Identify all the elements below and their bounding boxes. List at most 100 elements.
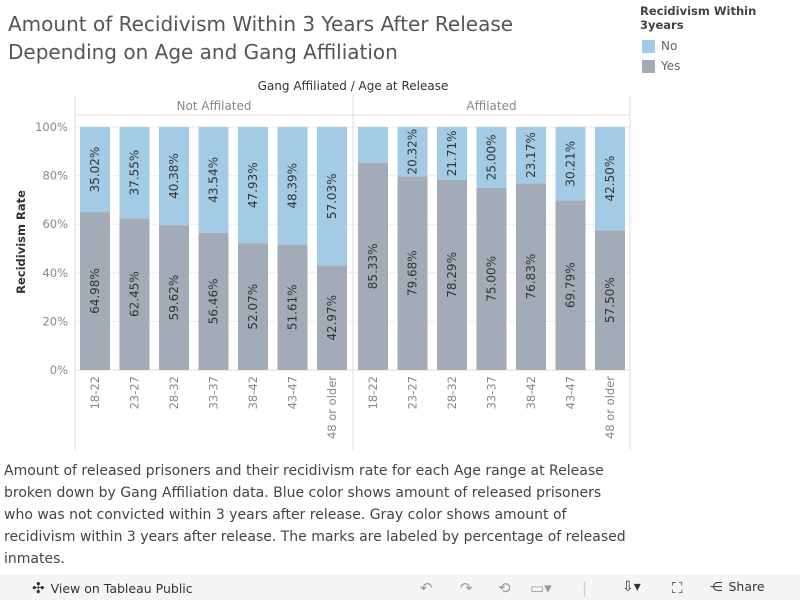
- data-label-yes: 59.62%: [167, 275, 181, 321]
- bar-no: [80, 127, 110, 213]
- bar-no: [595, 127, 625, 231]
- refresh-icon[interactable]: ▭▾: [530, 579, 552, 597]
- bar-no: [119, 127, 150, 219]
- bar-no: [397, 127, 428, 177]
- bar-yes: [238, 243, 268, 370]
- x-tick-label: 43-47: [286, 376, 300, 409]
- view-label: View on Tableau Public: [50, 580, 193, 596]
- data-label-no: 42.50%: [603, 156, 617, 202]
- share-button[interactable]: ⋲ Share: [710, 579, 765, 594]
- bar-yes: [595, 230, 625, 370]
- y-tick-label: 100%: [35, 120, 68, 134]
- y-tick-label: 60%: [42, 217, 68, 231]
- tableau-logo-icon: ✣: [32, 579, 45, 597]
- data-label-yes: 51.61%: [286, 284, 300, 330]
- bar-no: [159, 127, 189, 226]
- bar-no: [358, 127, 388, 163]
- chart-header: Gang Affiliated / Age at Release: [258, 79, 449, 93]
- bar-yes: [277, 244, 308, 370]
- x-tick-label: 28-32: [167, 376, 181, 409]
- bar-yes: [198, 232, 229, 370]
- bar-no: [317, 127, 347, 266]
- data-label-yes: 52.07%: [246, 284, 260, 330]
- bar-no: [437, 127, 467, 180]
- data-label-no: 57.03%: [325, 173, 339, 219]
- view-on-tableau-button[interactable]: ✣ View on Tableau Public: [32, 579, 193, 597]
- stacked-bar-chart: Gang Affiliated / Age at Release Recidiv…: [14, 79, 631, 450]
- redo-icon[interactable]: ↷: [460, 579, 473, 597]
- y-tick-label: 40%: [42, 266, 68, 280]
- data-label-no: 35.02%: [88, 147, 102, 193]
- chart-title: Amount of Recidivism Within 3 Years Afte…: [8, 12, 514, 64]
- undo-icon[interactable]: ↶: [420, 579, 433, 597]
- data-label-yes: 57.50%: [603, 277, 617, 323]
- legend-title: Recidivism Within 3years: [640, 4, 757, 32]
- data-label-yes: 64.98%: [88, 268, 102, 314]
- data-label-yes: 56.46%: [207, 279, 221, 325]
- y-tick-label: 0%: [50, 363, 68, 377]
- data-label-no: 37.55%: [128, 150, 142, 196]
- data-label-yes: 78.29%: [445, 252, 459, 298]
- panel-header: Not Affilated: [176, 99, 251, 113]
- data-label-yes: 75.00%: [485, 256, 499, 302]
- bar-yes: [317, 265, 347, 370]
- x-tick-label: 23-27: [128, 376, 142, 409]
- x-tick-label: 38-42: [524, 376, 538, 409]
- x-tick-label: 28-32: [445, 376, 459, 409]
- bar-yes: [119, 218, 150, 370]
- bar-yes: [437, 179, 467, 370]
- data-label-yes: 76.83%: [524, 254, 538, 300]
- data-label-no: 43.54%: [207, 157, 221, 203]
- bar-yes: [476, 187, 507, 370]
- bar-yes: [358, 162, 388, 370]
- bar-no: [516, 127, 546, 184]
- chart-caption: Amount of released prisoners and their r…: [4, 463, 626, 567]
- legend-label: No: [661, 39, 678, 53]
- download-icon[interactable]: ⇩▾: [622, 579, 641, 595]
- data-label-no: 21.71%: [445, 130, 459, 176]
- data-label-yes: 85.33%: [366, 243, 380, 289]
- bar-no: [238, 127, 268, 244]
- share-label: Share: [728, 579, 765, 594]
- toolbar: ✣ View on Tableau Public ↶ ↷ ⟲ ▭▾ | ⇩▾ ⛶…: [0, 574, 800, 600]
- data-label-no: 48.39%: [286, 163, 300, 209]
- revert-icon[interactable]: ⟲: [498, 579, 511, 597]
- legend-swatch-yes: [642, 59, 655, 73]
- data-label-yes: 62.45%: [128, 271, 142, 317]
- data-label-yes: 69.79%: [564, 262, 578, 308]
- y-tick-label: 20%: [42, 314, 68, 328]
- fullscreen-icon[interactable]: ⛶: [672, 579, 683, 597]
- x-tick-label: 43-47: [564, 376, 578, 409]
- x-tick-label: 33-37: [485, 376, 499, 409]
- data-label-yes: 42.97%: [325, 295, 339, 341]
- share-icon: ⋲: [710, 579, 723, 594]
- data-label-no: 20.32%: [406, 129, 420, 175]
- x-tick-label: 48 or older: [603, 376, 617, 439]
- data-label-no: 40.38%: [167, 153, 181, 199]
- bar-yes: [397, 176, 428, 370]
- bar-no: [198, 127, 229, 233]
- bar-no: [476, 127, 507, 188]
- bar-no: [277, 127, 308, 245]
- data-label-no: 23.17%: [524, 132, 538, 178]
- x-tick-label: 38-42: [246, 376, 260, 409]
- bar-no: [555, 127, 586, 201]
- y-tick-label: 80%: [42, 169, 68, 183]
- panel-header: Affilated: [466, 99, 516, 113]
- x-tick-label: 48 or older: [325, 376, 339, 439]
- data-label-no: 25.00%: [485, 134, 499, 180]
- data-label-no: 30.21%: [564, 141, 578, 187]
- legend: Recidivism Within 3years No Yes: [640, 4, 800, 76]
- toolbar-divider: |: [582, 579, 588, 597]
- y-axis-label: Recidivism Rate: [14, 190, 28, 294]
- legend-swatch-no: [642, 39, 655, 53]
- x-tick-label: 18-22: [88, 376, 102, 409]
- data-label-yes: 79.68%: [406, 250, 420, 296]
- x-tick-label: 18-22: [366, 376, 380, 409]
- x-tick-label: 23-27: [406, 376, 420, 409]
- bar-yes: [159, 225, 189, 370]
- legend-item-yes[interactable]: Yes: [642, 56, 800, 76]
- legend-item-no[interactable]: No: [642, 36, 800, 56]
- bar-yes: [80, 212, 110, 370]
- x-tick-label: 33-37: [207, 376, 221, 409]
